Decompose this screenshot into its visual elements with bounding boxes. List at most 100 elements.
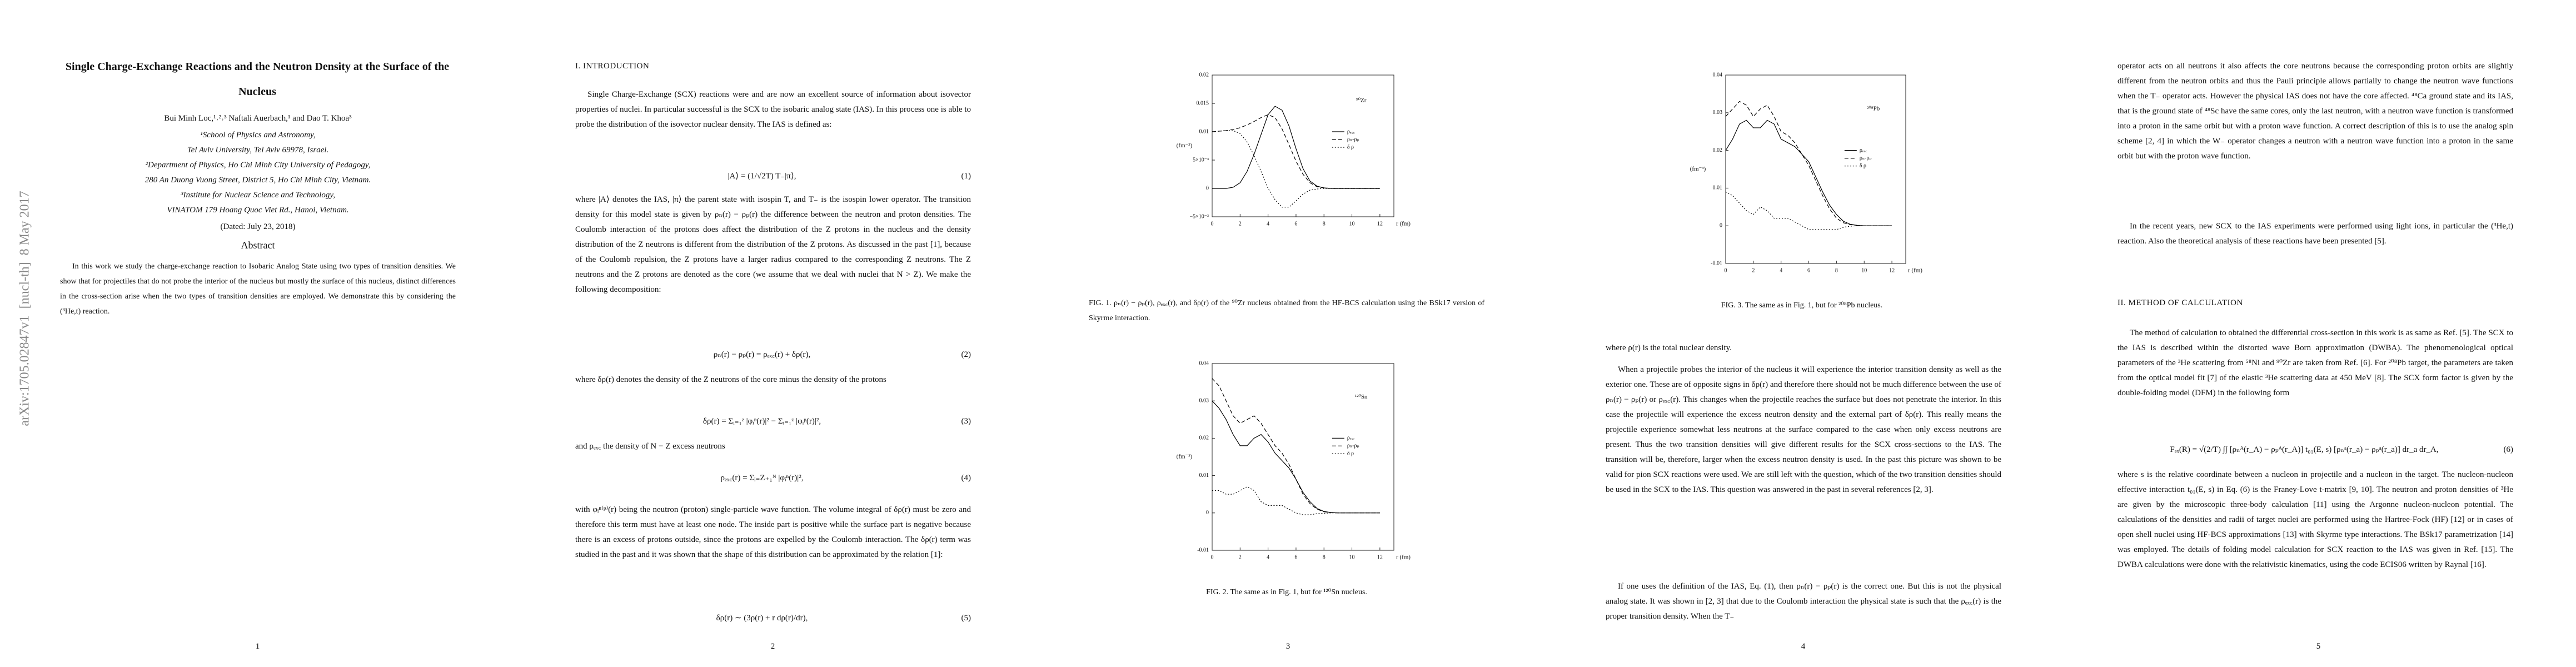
legend-label: ρₑₓ꜀	[1860, 147, 1867, 153]
y-tick-label: 0	[1206, 185, 1209, 191]
formula: ρₑₓ꜀(r) = Σᵢ₌Z₊₁ᴺ |φᵢⁿ(r)|²,	[720, 474, 804, 482]
x-tick-label: 2	[1752, 267, 1755, 273]
y-tick-label: -0.01	[1711, 260, 1722, 266]
arxiv-stamp: arXiv:1705.02847v1 [nucl-th] 8 May 2017	[17, 191, 32, 426]
paragraph: and ρₑₓ꜀ the density of N − Z excess neu…	[575, 442, 725, 451]
plot-frame	[1725, 74, 1906, 264]
legend-label: ρₙ-ρₚ	[1347, 136, 1359, 142]
legend-label: δ ρ	[1347, 144, 1354, 150]
paragraph: In the recent years, new SCX to the IAS …	[2117, 222, 2513, 246]
equation-number: (6)	[2503, 445, 2514, 454]
y-tick-label: 0.01	[1199, 128, 1209, 135]
x-tick-label: 8	[1323, 221, 1326, 227]
page-number: 4	[1801, 642, 1806, 651]
chart-title: ¹²⁰Sn	[1355, 394, 1368, 400]
y-axis-label: (fm⁻³)	[1177, 454, 1193, 460]
y-tick-label: 0.02	[1199, 435, 1209, 441]
x-tick-label: 4	[1267, 221, 1269, 227]
abstract-heading: Abstract	[241, 240, 275, 251]
figure-caption: FIG. 1. ρₙ(r) − ρₚ(r), ρₑₓ꜀(r), and δρ(r…	[1089, 299, 1484, 322]
section-heading: II. METHOD OF CALCULATION	[2117, 298, 2243, 307]
affiliation: Tel Aviv University, Tel Aviv 69978, Isr…	[187, 146, 329, 155]
equation: |A⟩ = (1/√2T) T₋|π⟩, (1)	[575, 169, 971, 184]
date: (Dated: July 23, 2018)	[220, 222, 296, 231]
x-tick-label: 0	[1725, 267, 1727, 273]
paragraph: where s is the relative coordinate betwe…	[2117, 470, 2513, 569]
authors: Bui Minh Loc,¹˒²˒³ Naftali Auerbach,¹ an…	[164, 114, 352, 123]
affiliation: ¹School of Physics and Astronomy,	[200, 131, 316, 140]
y-tick-label: 0.02	[1199, 72, 1209, 78]
chart-title: ²⁰⁸Pb	[1867, 106, 1880, 112]
x-axis-label: r (fm)	[1908, 267, 1922, 274]
y-tick-label: 0.04	[1713, 72, 1723, 78]
section-heading: I. INTRODUCTION	[575, 62, 650, 71]
x-tick-label: 2	[1239, 221, 1242, 227]
formula: ρₙ(r) − ρₚ(r) = ρₑₓ꜀(r) + δρ(r),	[713, 350, 811, 359]
data-line	[1212, 130, 1380, 208]
y-tick-label: 0.03	[1199, 397, 1209, 404]
affiliation: VINATOM 179 Hoang Quoc Viet Rd., Hanoi, …	[167, 206, 349, 215]
y-tick-label: −5×10⁻³	[1189, 213, 1209, 220]
x-tick-label: 0	[1211, 554, 1214, 560]
y-tick-label: 0.04	[1199, 360, 1209, 366]
equation: ρₙ(r) − ρₚ(r) = ρₑₓ꜀(r) + δρ(r), (2)	[575, 347, 971, 362]
page-number: 2	[770, 642, 775, 651]
y-tick-label: 0.02	[1713, 147, 1723, 153]
x-tick-label: 0	[1211, 221, 1214, 227]
data-line	[1212, 114, 1380, 189]
plot-frame	[1212, 74, 1394, 217]
equation-number: (3)	[961, 417, 971, 426]
y-axis-label: (fm⁻³)	[1177, 142, 1193, 149]
y-tick-label: 0.01	[1199, 472, 1209, 479]
page-number: 1	[255, 642, 260, 651]
x-tick-label: 6	[1294, 554, 1297, 560]
y-tick-label: 0	[1720, 222, 1722, 228]
x-tick-label: 10	[1861, 267, 1867, 273]
abstract: In this work we study the charge-exchang…	[60, 262, 456, 316]
x-tick-label: 8	[1835, 267, 1838, 273]
paragraph: where ρ(r) is the total nuclear density.	[1606, 344, 1732, 352]
legend-label: δ ρ	[1860, 163, 1866, 169]
paragraph: The method of calculation to obtained th…	[2117, 328, 2513, 397]
legend-label: ρₙ-ρₚ	[1347, 443, 1359, 449]
x-tick-label: 4	[1267, 554, 1269, 560]
equation: Fₑₓ(R) = √(2/T) ∫∫ [ρₙᴬ(r_A) − ρₚᴬ(r_A)]…	[2117, 442, 2513, 457]
page: FIG. 1. ρₙ(r) − ρₚ(r), ρₑₓ꜀(r), and δρ(r…	[1030, 0, 1546, 667]
x-tick-label: 10	[1349, 554, 1355, 560]
x-tick-label: 10	[1349, 221, 1355, 227]
paragraph: operator acts on all neutrons it also af…	[2117, 62, 2513, 161]
paragraph: with φᵢⁿ⁽ᵖ⁾(r) being the neutron (proton…	[575, 505, 971, 559]
x-axis-label: r (fm)	[1396, 221, 1411, 227]
y-tick-label: 0	[1206, 510, 1209, 516]
paragraph: where δρ(r) denotes the density of the Z…	[575, 375, 886, 384]
page: operator acts on all neutrons it also af…	[2061, 0, 2576, 667]
chart-title: ⁹⁰Zr	[1356, 97, 1367, 103]
page-number: 3	[1285, 642, 1291, 651]
x-tick-label: 12	[1377, 221, 1383, 227]
legend-label: ρₑₓ꜀	[1347, 128, 1355, 135]
y-tick-label: 0.01	[1713, 185, 1723, 191]
x-tick-label: 4	[1780, 267, 1782, 273]
affiliation: ²Department of Physics, Ho Chi Minh City…	[145, 161, 371, 170]
equation-number: (2)	[961, 350, 971, 359]
y-tick-label: 0.03	[1713, 109, 1723, 116]
x-tick-label: 8	[1323, 554, 1326, 560]
figure-caption: FIG. 2. The same as in Fig. 1, but for ¹…	[1206, 588, 1367, 596]
equation: ρₑₓ꜀(r) = Σᵢ₌Z₊₁ᴺ |φᵢⁿ(r)|², (4)	[575, 471, 971, 486]
x-tick-label: 6	[1807, 267, 1810, 273]
formula: |A⟩ = (1/√2T) T₋|π⟩,	[728, 172, 796, 181]
page: I. INTRODUCTION Single Charge-Exchange (…	[515, 0, 1030, 667]
paragraph: Single Charge-Exchange (SCX) reactions w…	[575, 90, 971, 129]
y-tick-label: 5×10⁻³	[1193, 157, 1209, 163]
x-tick-label: 6	[1294, 221, 1297, 227]
equation: δρ(r) = Σᵢ₌₁ᶻ |φᵢⁿ(r)|² − Σᵢ₌₁ᶻ |φᵢᵖ(r)|…	[575, 414, 971, 429]
formula: δρ(r) ∼ (3ρ(r) + r dρ(r)/dr),	[716, 614, 808, 623]
equation-number: (4)	[961, 474, 971, 482]
data-line	[1212, 400, 1380, 514]
page: arXiv:1705.02847v1 [nucl-th] 8 May 2017 …	[0, 0, 515, 667]
paragraph: If one uses the definition of the IAS, E…	[1606, 582, 2001, 621]
